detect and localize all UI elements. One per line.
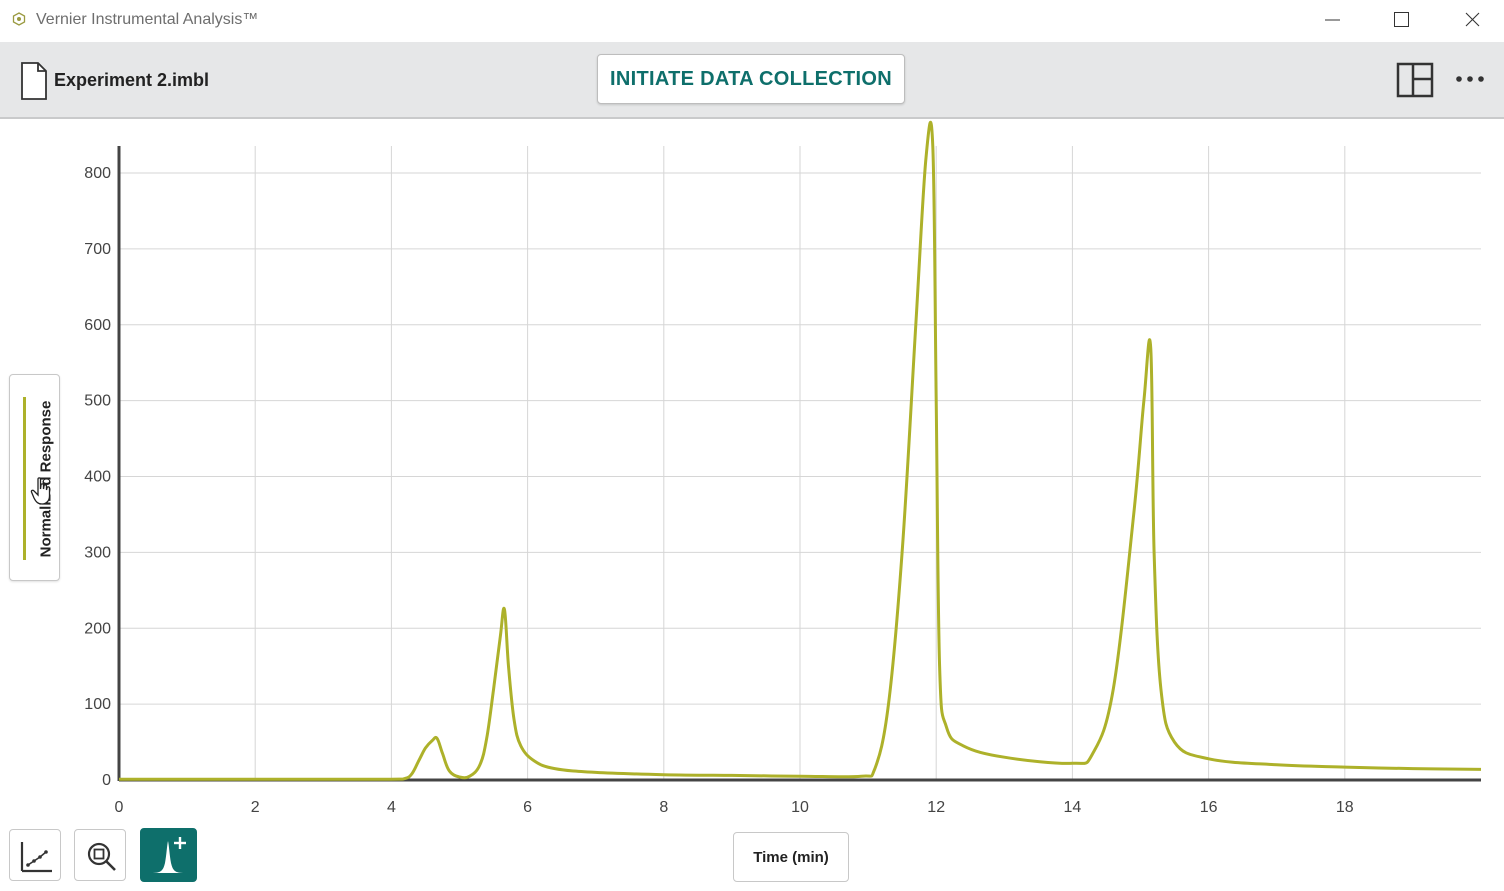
y-tick-label: 200 bbox=[84, 620, 111, 637]
x-tick-label: 12 bbox=[927, 799, 945, 816]
add-peak-icon bbox=[151, 837, 186, 873]
chart-grid bbox=[119, 146, 1481, 780]
vernier-logo-icon bbox=[12, 12, 26, 26]
chromatogram-chart[interactable]: 0 100 200 300 400 500 600 700 800 0 2 4 6 8 10 12 14 16 1… bbox=[0, 118, 1504, 828]
y-tick-label: 800 bbox=[84, 165, 111, 182]
initiate-data-collection-button[interactable]: INITIATE DATA COLLECTION bbox=[597, 54, 905, 104]
close-icon[interactable] bbox=[1449, 0, 1495, 40]
x-axis-ticks: 0 2 4 6 8 10 12 14 16 18 bbox=[115, 799, 1354, 816]
title-bar: Vernier Instrumental Analysis™ bbox=[0, 0, 1504, 42]
x-tick-label: 4 bbox=[387, 799, 396, 816]
y-tick-label: 100 bbox=[84, 696, 111, 713]
y-tick-label: 0 bbox=[102, 772, 111, 789]
y-tick-label: 500 bbox=[84, 393, 111, 410]
x-tick-label: 18 bbox=[1336, 799, 1354, 816]
add-peak-button[interactable] bbox=[140, 828, 197, 882]
y-tick-label: 700 bbox=[84, 241, 111, 258]
y-axis-ticks: 0 100 200 300 400 500 600 700 800 bbox=[84, 165, 111, 789]
x-tick-label: 10 bbox=[791, 799, 809, 816]
file-icon[interactable] bbox=[20, 62, 48, 100]
axes-tool-button[interactable] bbox=[9, 829, 61, 881]
x-tick-label: 14 bbox=[1064, 799, 1082, 816]
zoom-tool-button[interactable] bbox=[74, 829, 126, 881]
series-color-swatch bbox=[23, 397, 26, 560]
x-tick-label: 16 bbox=[1200, 799, 1218, 816]
layout-panels-icon[interactable] bbox=[1396, 62, 1434, 98]
minimize-icon[interactable] bbox=[1309, 0, 1355, 40]
hand-cursor-icon bbox=[30, 477, 51, 505]
y-tick-label: 300 bbox=[84, 544, 111, 561]
window-title: Vernier Instrumental Analysis™ bbox=[36, 11, 259, 28]
y-tick-label: 400 bbox=[84, 469, 111, 486]
zoom-icon bbox=[87, 842, 116, 871]
axes-tool-icon bbox=[20, 842, 52, 873]
x-tick-label: 8 bbox=[659, 799, 668, 816]
x-axis-label-button[interactable]: Time (min) bbox=[733, 832, 849, 882]
x-tick-label: 6 bbox=[523, 799, 532, 816]
maximize-icon[interactable] bbox=[1378, 0, 1424, 40]
file-name[interactable]: Experiment 2.imbl bbox=[54, 70, 210, 90]
x-tick-label: 2 bbox=[251, 799, 260, 816]
x-tick-label: 0 bbox=[115, 799, 124, 816]
more-dots-icon[interactable] bbox=[1454, 72, 1486, 86]
series-line-normalized-response[interactable] bbox=[119, 120, 1482, 781]
y-tick-label: 600 bbox=[84, 317, 111, 334]
y-axis-legend-button[interactable]: Normalized Response bbox=[9, 374, 60, 581]
